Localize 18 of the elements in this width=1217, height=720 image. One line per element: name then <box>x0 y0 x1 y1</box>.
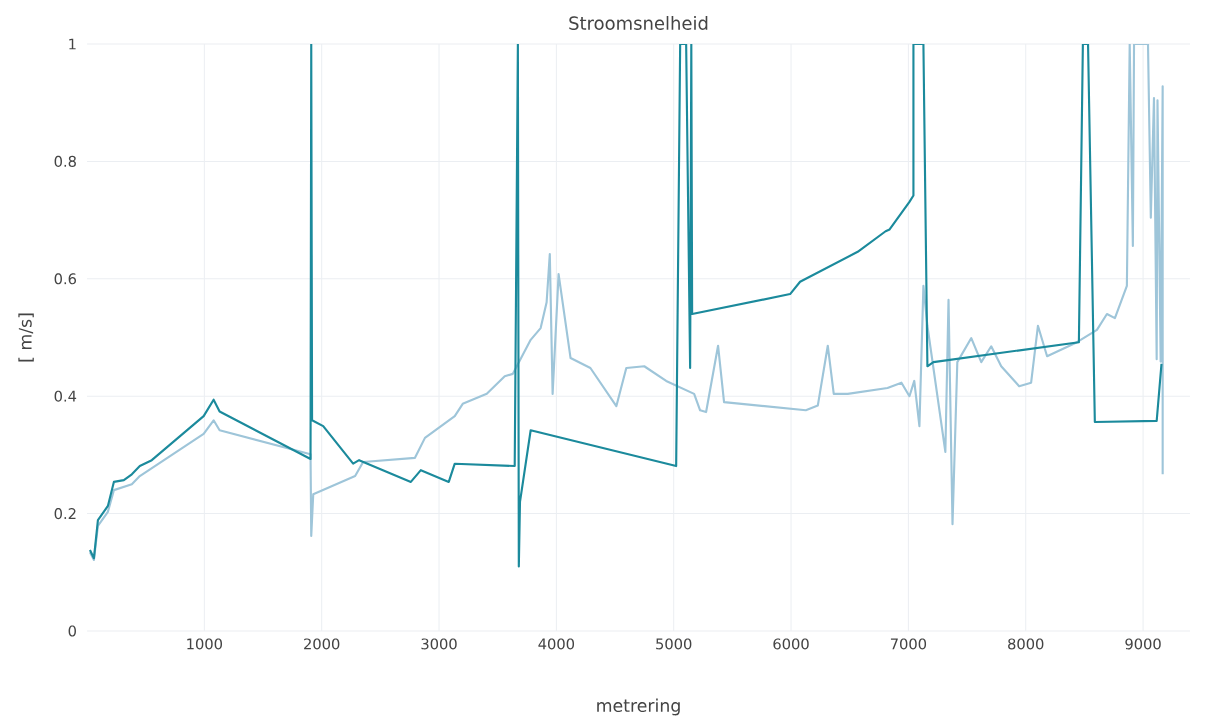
y-tick-label: 0.6 <box>54 273 77 285</box>
x-tick-label: 7000 <box>890 638 927 650</box>
y-tick-label: 1 <box>69 38 76 50</box>
x-tick-label: 5000 <box>656 638 692 650</box>
chart-title: Stroomsnelheid <box>569 16 708 31</box>
x-tick-label: 1000 <box>187 638 223 650</box>
y-tick-label: 0 <box>68 625 76 637</box>
y-tick-label: 0.4 <box>54 390 77 402</box>
x-axis-title: metrering <box>597 698 680 716</box>
y-tick-label: 0.2 <box>54 508 76 520</box>
x-tick-label: 8000 <box>1008 638 1044 650</box>
x-tick-label: 2000 <box>304 638 340 650</box>
x-tick-label: 3000 <box>421 638 457 650</box>
x-tick-label: 4000 <box>538 638 575 650</box>
x-tick-label: 6000 <box>773 638 809 650</box>
y-tick-label: 0.8 <box>54 155 76 168</box>
y-axis-title: [ m/s] <box>18 313 34 362</box>
x-tick-label: 9000 <box>1125 638 1161 650</box>
